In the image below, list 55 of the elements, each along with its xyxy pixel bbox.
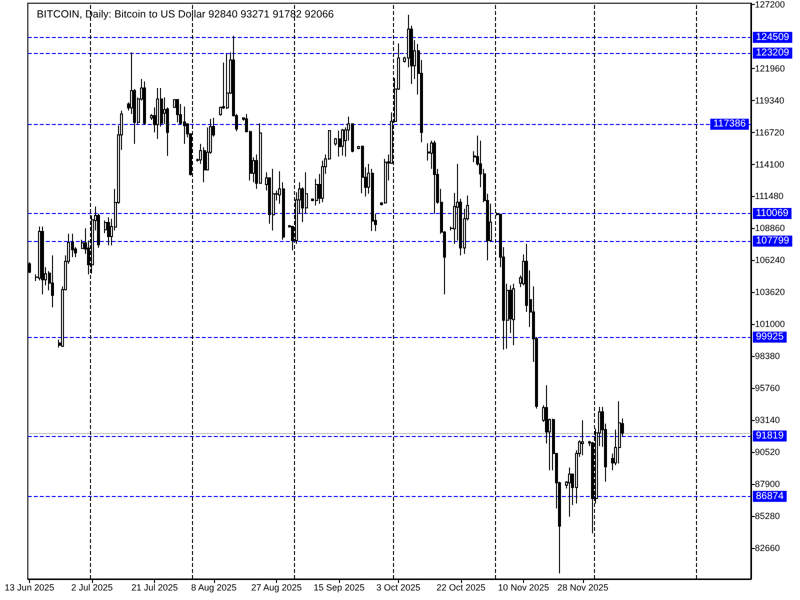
candlestick — [341, 128, 344, 156]
candlestick — [107, 216, 110, 246]
candlestick — [272, 168, 275, 232]
y-tick-label: 111480 — [754, 191, 784, 202]
y-tick-label: 127200 — [754, 0, 785, 10]
y-tick-label: 119340 — [754, 95, 784, 106]
candlestick — [226, 54, 229, 110]
ref-line-label: 99925 — [756, 332, 784, 343]
y-tick-label: 85280 — [754, 510, 780, 521]
y-tick-label: 93140 — [754, 414, 780, 425]
ref-line-label: 107799 — [756, 236, 790, 247]
candlestick — [51, 254, 54, 308]
y-tick-label: 116720 — [754, 127, 784, 138]
ref-line-label: 91819 — [756, 430, 784, 442]
candlestick — [41, 226, 44, 295]
candlestick — [156, 88, 159, 140]
ref-line-label: 124509 — [756, 32, 790, 43]
candlestick — [361, 145, 364, 194]
x-tick-label: 27 Aug 2025 — [251, 582, 302, 592]
candlestick — [371, 168, 374, 232]
ref-line-label: 110069 — [756, 208, 789, 219]
candlestick — [143, 80, 146, 126]
candlestick — [384, 158, 387, 204]
y-tick-label: 108860 — [754, 223, 785, 234]
y-tick-label: 82660 — [754, 542, 780, 553]
candlestick — [183, 106, 186, 144]
y-tick-label: 87900 — [754, 478, 780, 489]
y-tick-label: 103620 — [754, 287, 785, 298]
y-tick-label: 114100 — [754, 159, 784, 170]
x-tick-label: 3 Oct 2025 — [376, 582, 420, 592]
y-tick-label: 98380 — [754, 351, 780, 362]
x-tick-label: 15 Sep 2025 — [314, 582, 365, 592]
candlestick — [618, 400, 621, 464]
y-tick-label: 90520 — [754, 446, 780, 457]
x-tick-label: 2 Jul 2025 — [71, 582, 113, 592]
y-tick-label: 106240 — [754, 255, 785, 266]
x-tick-label: 10 Nov 2025 — [498, 582, 550, 592]
candlestick — [315, 178, 318, 206]
candlestick — [433, 140, 436, 214]
x-tick-label: 13 Jun 2025 — [4, 582, 54, 592]
candlestick — [568, 467, 571, 518]
x-tick-label: 8 Aug 2025 — [191, 582, 237, 592]
ref-line-label: 117386 — [713, 118, 746, 130]
ref-line-label: 86874 — [756, 490, 784, 502]
ref-line-label: 123209 — [756, 48, 790, 59]
candlestick — [338, 130, 341, 158]
x-tick-label: 28 Nov 2025 — [557, 582, 608, 592]
x-tick-label: 21 Jul 2025 — [131, 582, 178, 592]
candlestick — [176, 98, 179, 123]
y-tick-label: 121960 — [754, 63, 785, 74]
candlestick — [581, 420, 584, 456]
candlestick — [512, 283, 515, 346]
y-tick-label: 101000 — [754, 319, 785, 330]
y-tick-label: 95760 — [754, 382, 780, 393]
x-tick-label: 22 Oct 2025 — [436, 582, 486, 592]
